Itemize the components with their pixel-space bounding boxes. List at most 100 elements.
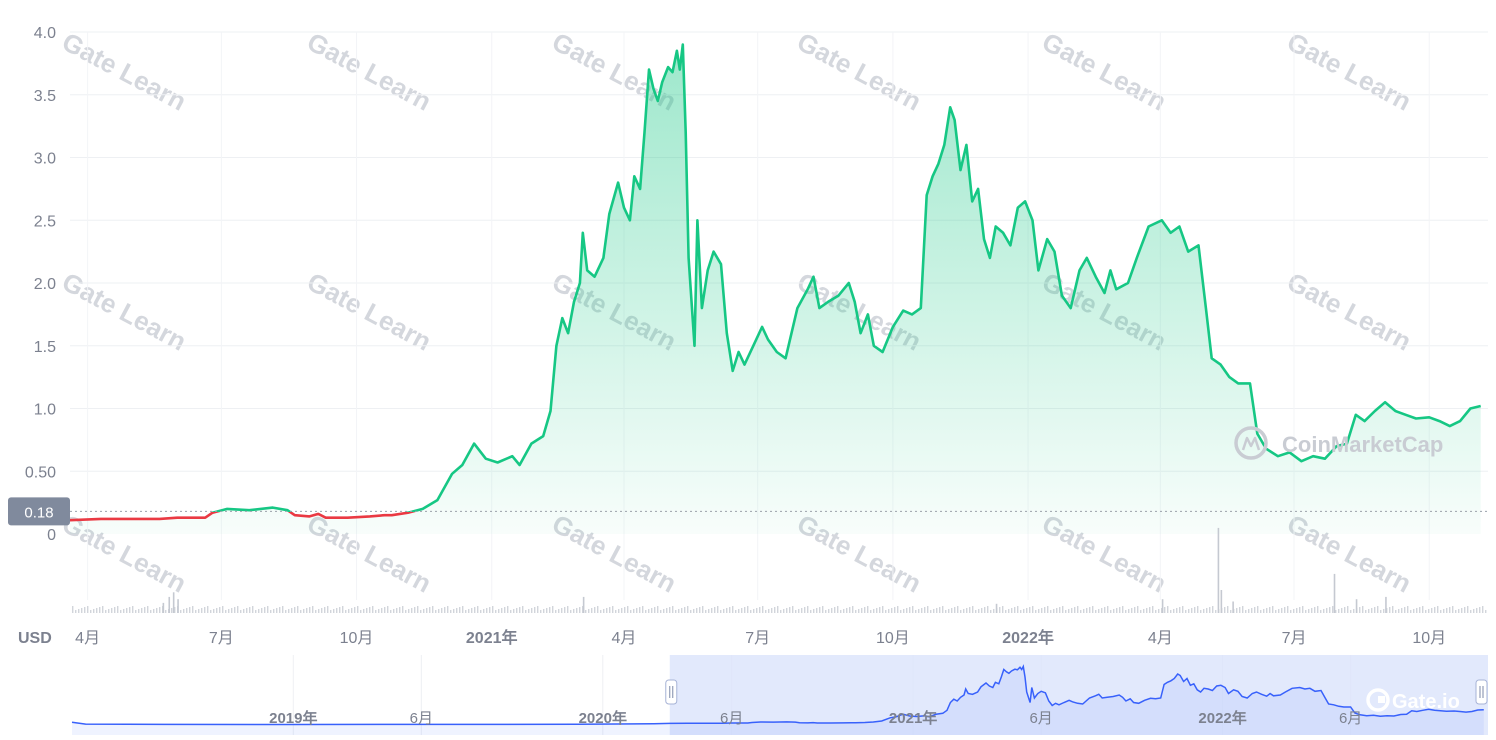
volume-bar (1428, 609, 1430, 613)
range-navigator[interactable]: 2019年 6月 2020年 6月 2021年 6月 2022年 6月 (71, 655, 1488, 735)
volume-bar (1254, 607, 1256, 613)
volume-bar (267, 606, 269, 613)
x-tick-label: 2021年 (466, 628, 518, 647)
volume-bar (522, 606, 524, 613)
volume-bar (1425, 610, 1427, 613)
watermark-gate-learn: Gate Learn (1282, 266, 1416, 356)
volume-bar (1437, 606, 1439, 613)
navigator-area (72, 666, 1484, 735)
volume-bar (126, 608, 128, 613)
volume-bar (1203, 609, 1205, 613)
volume-bar (336, 608, 338, 613)
volume-bar (1161, 599, 1164, 613)
volume-bar (738, 609, 740, 613)
volume-bar (405, 610, 407, 613)
y-tick-label: 2.0 (34, 276, 56, 293)
volume-bar (90, 610, 92, 613)
volume-bar (201, 608, 203, 613)
volume-bar (1083, 609, 1085, 613)
volume-bar (387, 606, 389, 613)
volume-bar (1182, 606, 1184, 613)
volume-bar (888, 609, 890, 613)
volume-bar (894, 607, 896, 613)
volume-bar (450, 610, 452, 613)
volume-bar (1281, 608, 1283, 613)
volume-bar (84, 607, 86, 613)
volume-bar (1260, 610, 1262, 613)
volume-bar (1377, 606, 1379, 613)
volume-bar (1071, 608, 1073, 613)
volume-bar (1095, 610, 1097, 613)
volume-bar (1155, 610, 1157, 613)
volume-bar (1188, 609, 1190, 613)
volume-bar (675, 610, 677, 613)
navigator-left-handle[interactable] (665, 679, 678, 705)
volume-bar (1179, 607, 1181, 613)
volume-bar (804, 607, 806, 613)
volume-bar (1224, 607, 1226, 613)
volume-bar (192, 606, 194, 613)
volume-bar (513, 609, 515, 613)
volume-bar (1164, 607, 1166, 613)
navigator-selection[interactable] (669, 655, 1488, 735)
volume-bar (741, 608, 743, 613)
volume-bar (402, 606, 404, 613)
volume-bar (300, 610, 302, 613)
volume-bar (1419, 607, 1421, 613)
volume-bar (1110, 610, 1112, 613)
volume-bar (1230, 610, 1232, 613)
navigator-right-handle[interactable] (1475, 679, 1488, 705)
volume-bar (1464, 607, 1466, 613)
volume-bar (172, 592, 175, 613)
volume-bar (570, 610, 572, 613)
watermark-gate-learn: Gate Learn (1282, 26, 1416, 116)
grid-lines (70, 31, 1488, 600)
navigator-label: 6月 (1339, 710, 1362, 727)
volume-bar (168, 596, 171, 613)
volume-bar (345, 610, 347, 613)
x-tick-label: 7月 (745, 630, 770, 647)
volume-bar (582, 596, 585, 613)
volume-bar (798, 609, 800, 613)
volume-bar (321, 608, 323, 613)
volume-bar (777, 606, 779, 613)
volume-bar (573, 609, 575, 613)
volume-bar (957, 606, 959, 613)
volume-bar (1347, 606, 1349, 613)
y-axis: 0 0.50 1.0 1.5 2.0 2.5 3.0 3.5 4.0 (25, 25, 56, 544)
watermark-gate-learn: Gate Learn (57, 26, 191, 116)
volume-bar (1002, 606, 1004, 613)
volume-bar (633, 609, 635, 613)
volume-bar (1056, 608, 1058, 613)
volume-bar (816, 608, 818, 613)
volume-bar (963, 609, 965, 613)
volume-bar (1305, 610, 1307, 613)
volume-bar (651, 608, 653, 613)
volume-bar (549, 607, 551, 613)
volume-bar (1284, 607, 1286, 613)
volume-bar (198, 609, 200, 613)
volume-bar (642, 606, 644, 613)
volume-bar (426, 608, 428, 613)
volume-bar (78, 609, 80, 613)
volume-bar (846, 608, 848, 613)
volume-bar (726, 608, 728, 613)
volume-bar (990, 610, 992, 613)
volume-bar (819, 607, 821, 613)
volume-bar (165, 610, 167, 613)
volume-bar (159, 607, 161, 613)
volume-bar (531, 608, 533, 613)
volume-bar (1113, 609, 1115, 613)
volume-bar (768, 609, 770, 613)
volume-bar (1068, 609, 1070, 613)
volume-bar (1227, 606, 1229, 613)
volume-bar (1272, 606, 1274, 613)
volume-bar (441, 608, 443, 613)
volume-bar (849, 607, 851, 613)
volume-bar (1446, 608, 1448, 613)
volume-bar (786, 608, 788, 613)
y-tick-label: 0.50 (25, 464, 56, 481)
watermark-gate-learn: Gate Learn (57, 266, 191, 356)
current-price-label: 0.18 (24, 504, 53, 521)
volume-bar (933, 609, 935, 613)
